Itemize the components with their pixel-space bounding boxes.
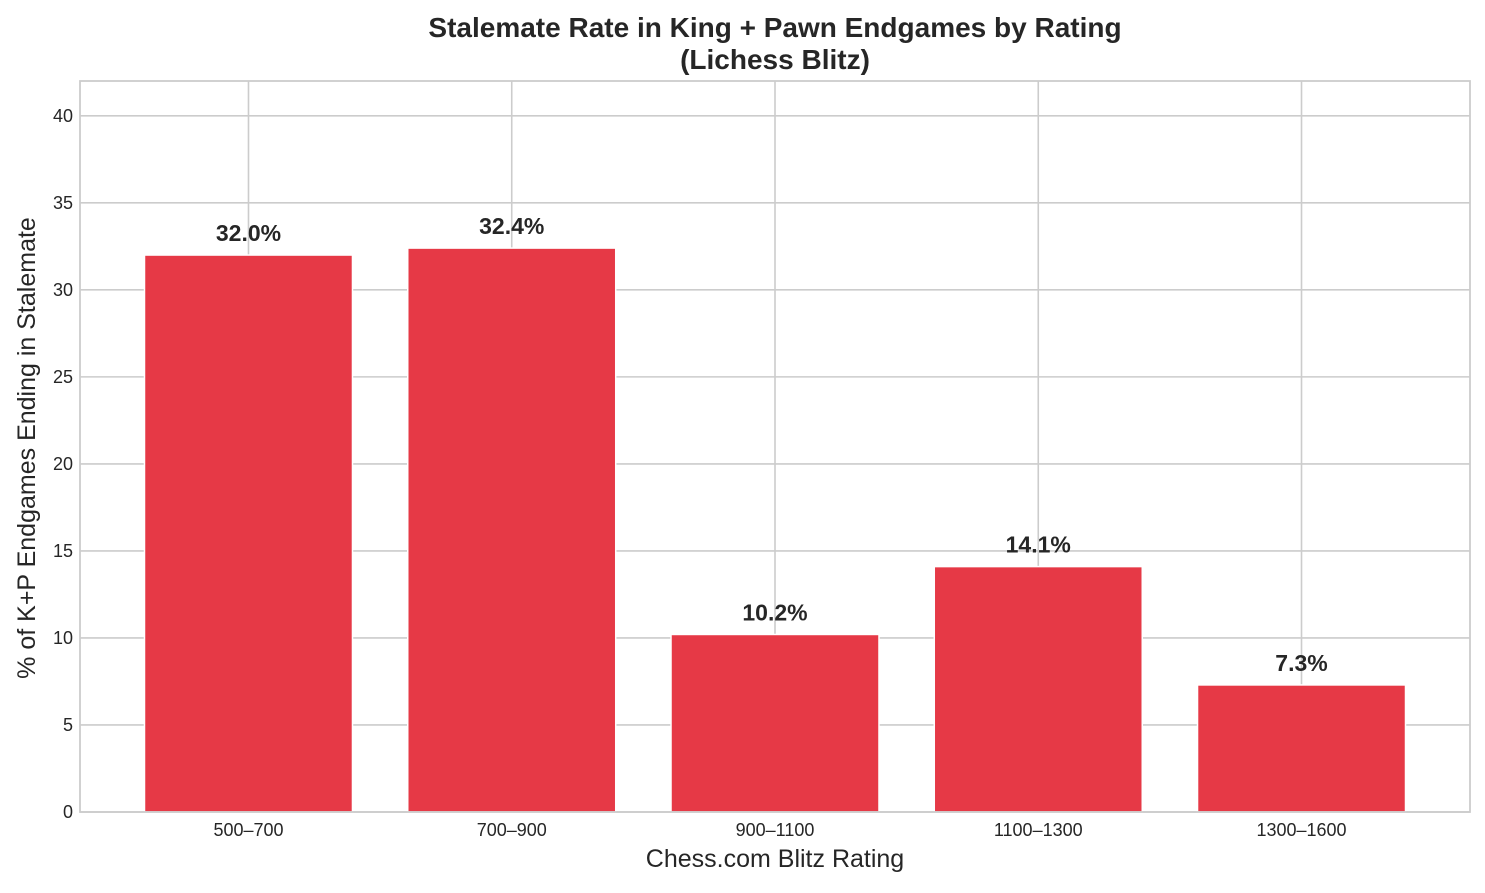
data-labels: 32.0% 32.4% 10.2% 14.1% 7.3% [216,213,1328,676]
plot-frame [79,80,1471,813]
y-tick-label: 5 [63,715,73,735]
bar-value-label: 32.0% [216,220,281,246]
x-tick-labels: 500–700 700–900 900–1100 1100–1300 1300–1600 [213,820,1346,840]
bar-value-label: 7.3% [1275,650,1327,676]
bar-value-label: 10.2% [742,599,807,625]
x-tick-label: 1100–1300 [994,820,1083,840]
plot-border [79,80,1471,813]
chart-subtitle: (Lichess Blitz) [680,44,870,75]
bar [143,254,354,813]
y-tick-label: 10 [53,628,73,648]
y-tick-label: 20 [53,454,73,474]
x-tick-label: 900–1100 [736,820,815,840]
x-tick-label: 500–700 [213,820,283,840]
x-tick-label: 700–900 [477,820,547,840]
y-axis-label: % of K+P Endgames Ending in Stalemate [13,217,41,679]
y-tick-label: 0 [63,802,73,822]
y-tick-labels: 0 5 10 15 20 25 30 35 40 [53,106,73,822]
bar [407,247,617,813]
x-axis-label: Chess.com Blitz Rating [646,845,904,873]
y-tick-label: 15 [53,541,73,561]
y-tick-label: 40 [53,106,73,126]
y-tick-label: 35 [53,193,73,213]
bar [1196,684,1407,813]
y-tick-label: 25 [53,367,73,387]
x-tick-label: 1300–1600 [1256,820,1346,840]
y-tick-label: 30 [53,280,73,300]
chart-title: Stalemate Rate in King + Pawn Endgames b… [428,12,1121,43]
bar-value-label: 14.1% [1006,532,1071,558]
bars [143,247,1407,813]
bar-value-label: 32.4% [479,213,544,239]
bar [670,633,880,813]
bar [933,565,1143,813]
